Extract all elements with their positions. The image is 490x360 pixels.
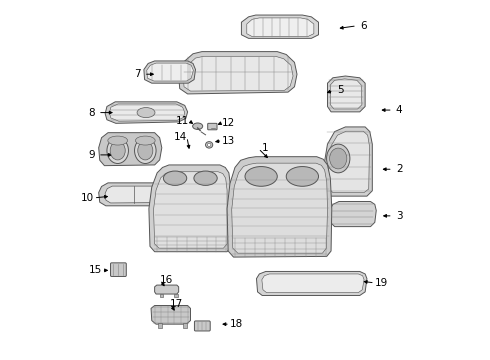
Text: 11: 11 [176,116,189,126]
Ellipse shape [110,141,125,160]
Ellipse shape [330,148,347,169]
Polygon shape [155,285,179,294]
Bar [158,323,162,328]
Ellipse shape [194,171,217,185]
Polygon shape [227,157,332,257]
Ellipse shape [108,136,127,145]
Polygon shape [147,63,194,81]
Polygon shape [330,79,362,109]
Ellipse shape [207,143,211,147]
Ellipse shape [138,141,153,160]
Text: 4: 4 [396,105,402,115]
Polygon shape [98,133,162,166]
Ellipse shape [286,167,318,186]
Text: 3: 3 [396,211,402,221]
Text: 2: 2 [396,164,402,174]
Ellipse shape [164,171,187,185]
Polygon shape [144,61,196,83]
Polygon shape [105,102,188,123]
Ellipse shape [135,138,156,163]
Bar [174,294,177,297]
Polygon shape [328,131,369,193]
Polygon shape [98,183,170,206]
Ellipse shape [135,136,155,145]
Polygon shape [151,306,191,324]
Text: 16: 16 [160,275,173,285]
Polygon shape [242,15,318,39]
Polygon shape [149,165,231,252]
Text: 8: 8 [88,108,95,118]
Polygon shape [232,163,327,253]
Text: 9: 9 [88,150,95,160]
Text: 13: 13 [222,136,236,145]
Polygon shape [109,104,185,121]
Bar [183,323,187,328]
Text: 10: 10 [81,193,94,203]
Ellipse shape [107,138,128,163]
Polygon shape [179,51,297,94]
Text: 18: 18 [230,319,243,329]
Text: 7: 7 [134,69,141,79]
Text: 15: 15 [89,265,102,275]
Ellipse shape [137,108,155,118]
Polygon shape [153,172,227,248]
FancyBboxPatch shape [195,321,210,331]
FancyBboxPatch shape [111,263,126,276]
Polygon shape [105,186,164,203]
Polygon shape [327,76,365,112]
Polygon shape [183,56,293,91]
Text: 1: 1 [261,143,268,153]
Polygon shape [324,127,372,196]
Polygon shape [256,271,367,296]
Text: 19: 19 [375,278,388,288]
Polygon shape [262,274,364,293]
Bar [160,294,163,297]
FancyBboxPatch shape [208,123,217,130]
Text: 17: 17 [170,299,183,309]
Text: 14: 14 [174,132,187,142]
Ellipse shape [245,167,277,186]
Ellipse shape [193,123,203,130]
Polygon shape [330,202,376,226]
Text: 6: 6 [360,21,367,31]
Polygon shape [247,18,314,37]
Ellipse shape [205,141,213,148]
Text: 5: 5 [337,85,343,95]
Ellipse shape [326,144,350,173]
Text: 12: 12 [222,118,236,128]
